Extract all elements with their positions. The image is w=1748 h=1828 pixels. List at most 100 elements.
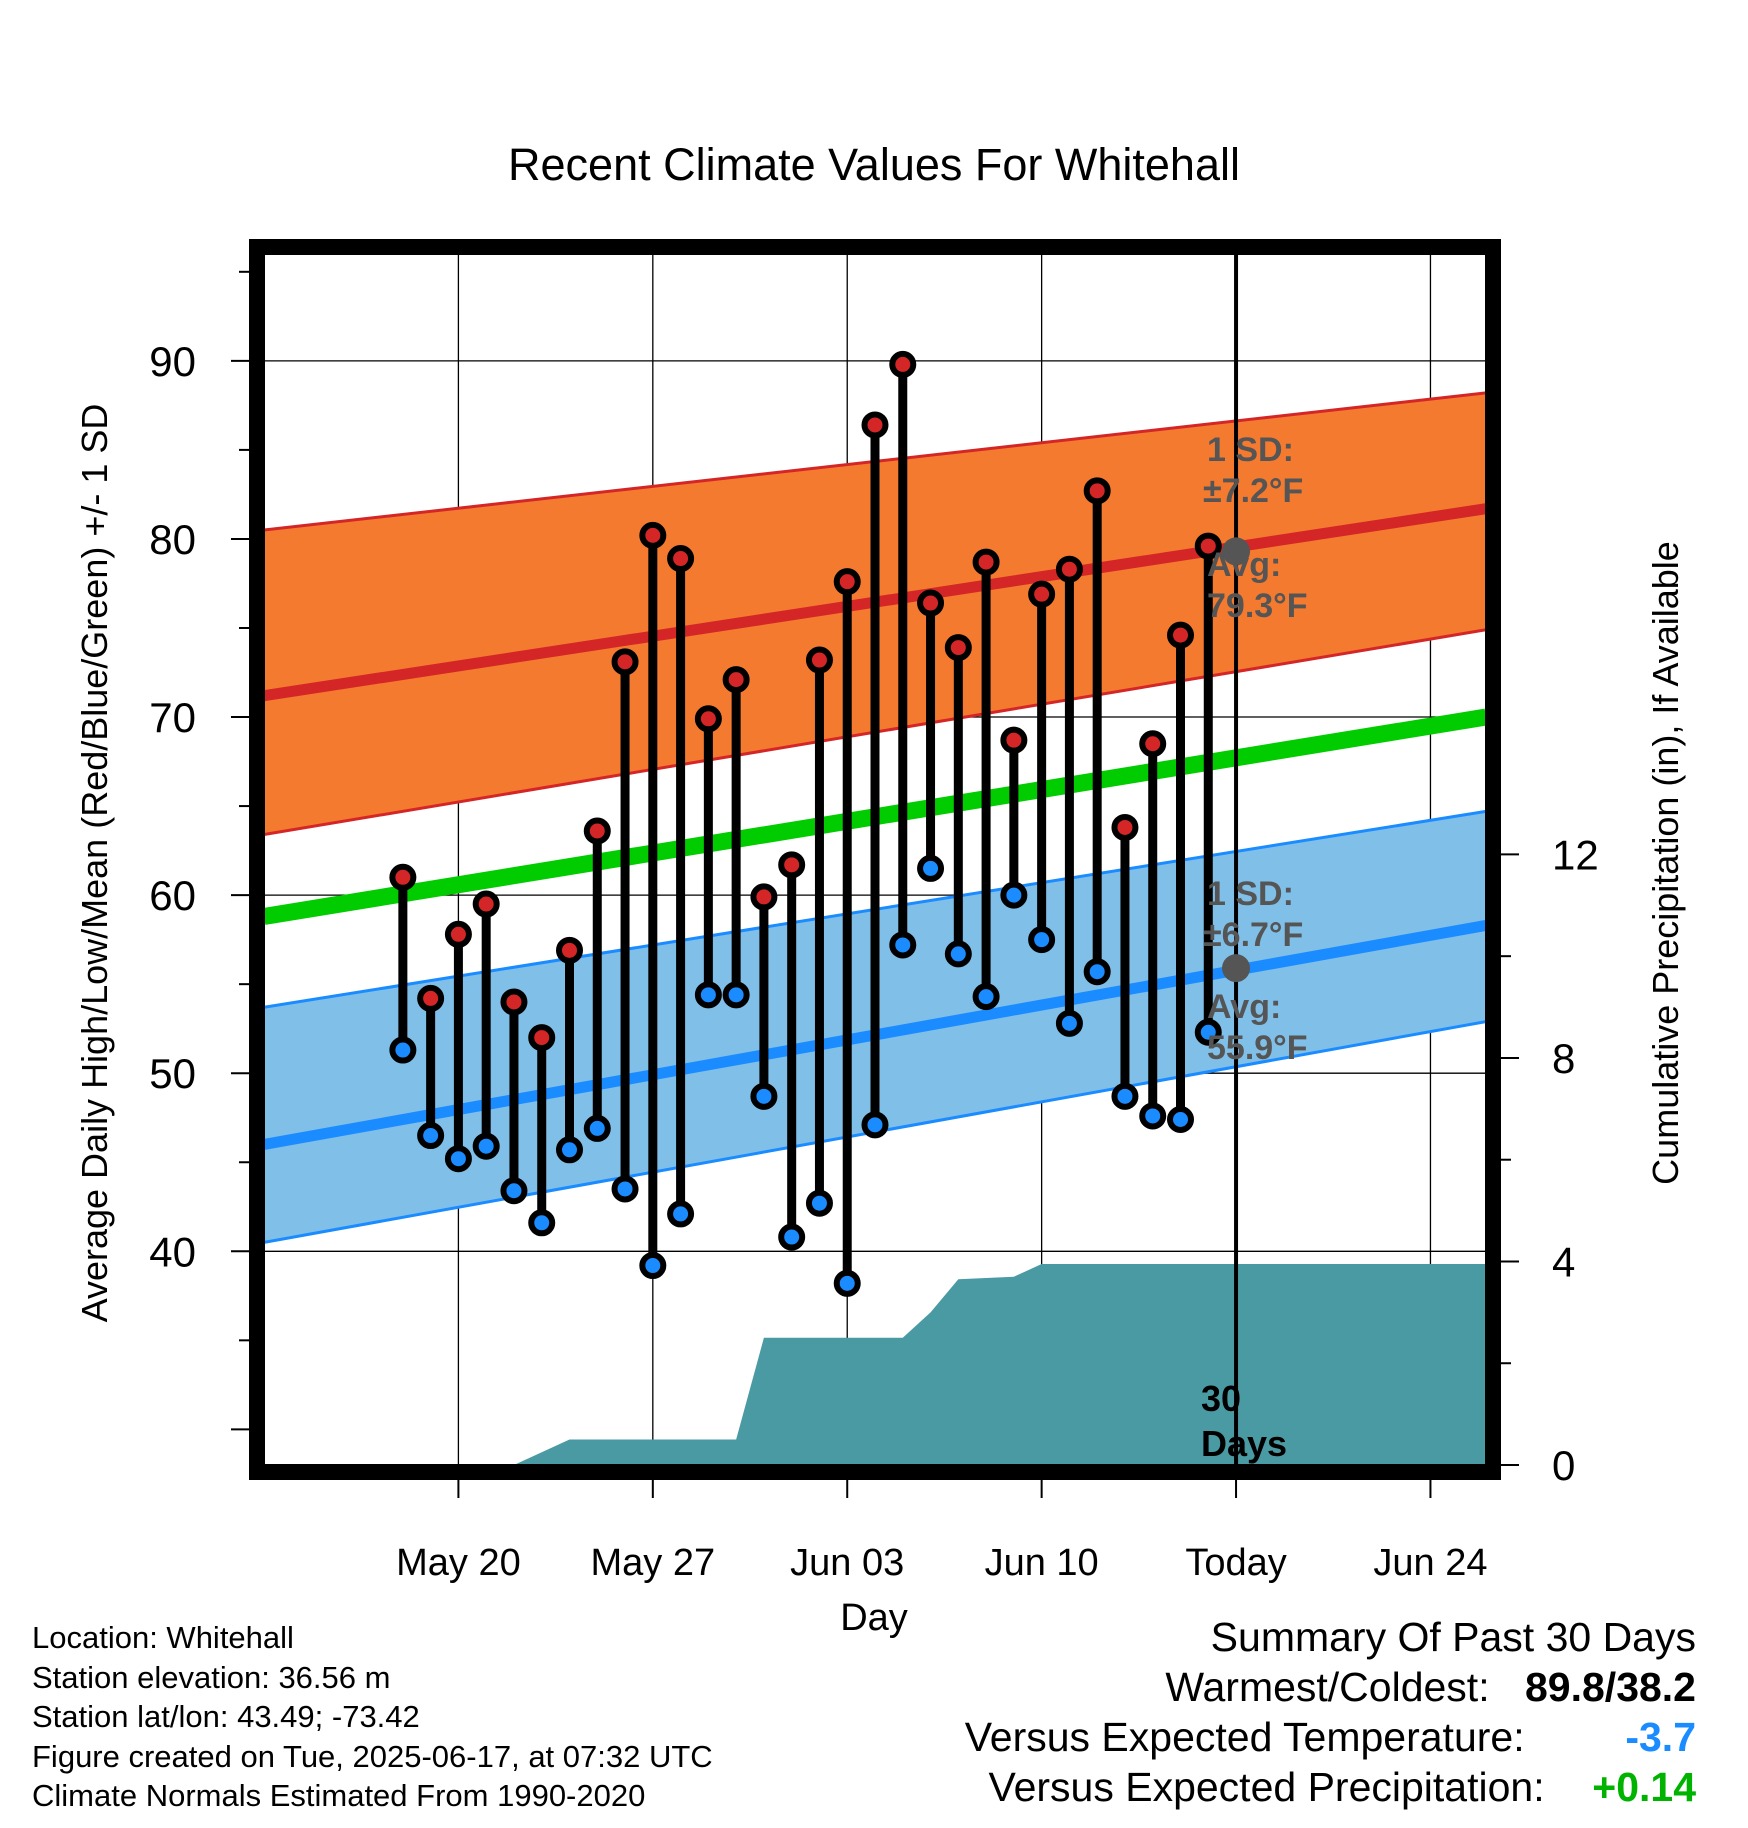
daily-high-point	[694, 705, 722, 733]
observation-day	[1028, 580, 1056, 954]
daily-low-point	[1083, 958, 1111, 986]
days-count: 30	[1201, 1378, 1241, 1419]
daily-high-point	[889, 350, 917, 378]
daily-high-point	[528, 1024, 556, 1052]
summary-panel: Summary Of Past 30 Days Warmest/Coldest:…	[965, 1612, 1696, 1812]
daily-low-point	[389, 1036, 417, 1064]
high-avg-label: Avg:	[1207, 546, 1281, 584]
observation-day	[667, 545, 695, 1228]
info-normals: Climate Normals Estimated From 1990-2020	[32, 1778, 646, 1813]
x-tick-label: May 27	[591, 1542, 716, 1584]
daily-low-point	[444, 1145, 472, 1173]
high-sd-value: ±7.2°F	[1203, 472, 1303, 510]
x-tick-label: Jun 24	[1373, 1542, 1487, 1584]
y2-axis-label: Cumulative Precipitation (in), If Availa…	[1645, 541, 1686, 1185]
daily-low-point	[472, 1132, 500, 1160]
daily-high-point	[556, 936, 583, 964]
daily-high-point	[444, 920, 472, 948]
summary-temp-row: Versus Expected Temperature: -3.7	[965, 1712, 1696, 1762]
y2-tick-label: 0	[1552, 1442, 1575, 1489]
daily-low-point	[889, 931, 917, 959]
daily-high-point	[472, 890, 500, 918]
observation-day	[972, 548, 1000, 1011]
daily-high-point	[778, 851, 806, 879]
high-avg-value: 79.3°F	[1207, 587, 1308, 625]
observation-day	[500, 988, 528, 1205]
observation-day	[944, 634, 972, 968]
y-tick-label: 50	[149, 1050, 196, 1097]
warmest-label: Warmest/Coldest:	[1165, 1664, 1490, 1710]
daily-high-point	[611, 648, 639, 676]
daily-high-point	[583, 817, 611, 845]
info-elevation: Station elevation: 36.56 m	[32, 1659, 391, 1695]
observation-day	[861, 411, 889, 1139]
temp-label: Versus Expected Temperature:	[964, 1714, 1525, 1760]
daily-low-point	[556, 1136, 583, 1164]
y-tick-label: 80	[149, 516, 196, 563]
daily-high-point	[1111, 813, 1139, 841]
daily-high-point	[722, 666, 750, 694]
observation-day	[722, 666, 750, 1009]
low-avg-label: Avg:	[1207, 988, 1281, 1026]
y2-tick-label: 8	[1552, 1035, 1575, 1082]
y2-tick-label: 12	[1552, 831, 1599, 878]
daily-high-point	[500, 988, 528, 1016]
observation-day	[917, 589, 945, 882]
daily-low-point	[1167, 1106, 1194, 1134]
daily-low-point	[1111, 1082, 1139, 1110]
y-axis-ticks: 40 50 60 70 80 90	[149, 270, 249, 1431]
observation-day	[639, 521, 667, 1280]
today-low-avg-marker	[1222, 954, 1251, 983]
observation-day	[556, 936, 583, 1164]
daily-low-point	[1194, 1018, 1222, 1046]
chart-title: Recent Climate Values For Whitehall	[508, 139, 1240, 190]
info-latlon: Station lat/lon: 43.49; -73.42	[32, 1699, 420, 1734]
daily-high-point	[1139, 730, 1167, 758]
daily-low-point	[694, 981, 722, 1009]
daily-low-point	[833, 1269, 861, 1297]
daily-high-point	[1055, 555, 1083, 583]
daily-low-point	[528, 1209, 556, 1237]
x-tick-label: Jun 10	[985, 1542, 1099, 1584]
observation-day	[889, 350, 917, 959]
daily-high-point	[833, 568, 861, 596]
daily-high-point	[1000, 726, 1028, 754]
daily-low-point	[722, 981, 750, 1009]
observation-day	[1055, 555, 1083, 1037]
daily-high-point	[1028, 580, 1056, 608]
temp-value: -3.7	[1625, 1714, 1696, 1760]
daily-low-point	[667, 1200, 695, 1228]
observation-day	[1111, 813, 1139, 1110]
station-info: Location: Whitehall Station elevation: 3…	[32, 1618, 713, 1816]
observation-day	[750, 883, 778, 1110]
x-tick-label: Today	[1185, 1542, 1286, 1584]
daily-high-point	[1194, 532, 1222, 560]
observation-day	[778, 851, 806, 1251]
daily-low-point	[611, 1175, 639, 1203]
observation-day	[583, 817, 611, 1142]
observation-day	[694, 705, 722, 1009]
high-sd-label: 1 SD:	[1207, 431, 1294, 469]
daily-low-point	[944, 940, 972, 968]
y-tick-label: 70	[149, 694, 196, 741]
precip-value: +0.14	[1592, 1764, 1696, 1810]
y-tick-label: 40	[149, 1228, 196, 1275]
daily-high-point	[389, 863, 417, 891]
summary-title: Summary Of Past 30 Days	[1210, 1614, 1696, 1660]
observation-day	[1083, 477, 1111, 986]
observation-day	[805, 646, 833, 1217]
daily-high-point	[805, 646, 833, 674]
low-sd-label: 1 SD:	[1207, 875, 1294, 913]
observation-day	[611, 648, 639, 1203]
observation-day	[472, 890, 500, 1160]
daily-high-point	[417, 984, 445, 1012]
observation-day	[1139, 730, 1167, 1130]
daily-high-point	[944, 634, 972, 662]
precipitation-area	[264, 1264, 1486, 1465]
info-created: Figure created on Tue, 2025-06-17, at 07…	[32, 1738, 713, 1774]
observation-day	[444, 920, 472, 1173]
observation-day	[528, 1024, 556, 1237]
observation-day	[833, 568, 861, 1297]
observation-day	[1167, 621, 1194, 1134]
